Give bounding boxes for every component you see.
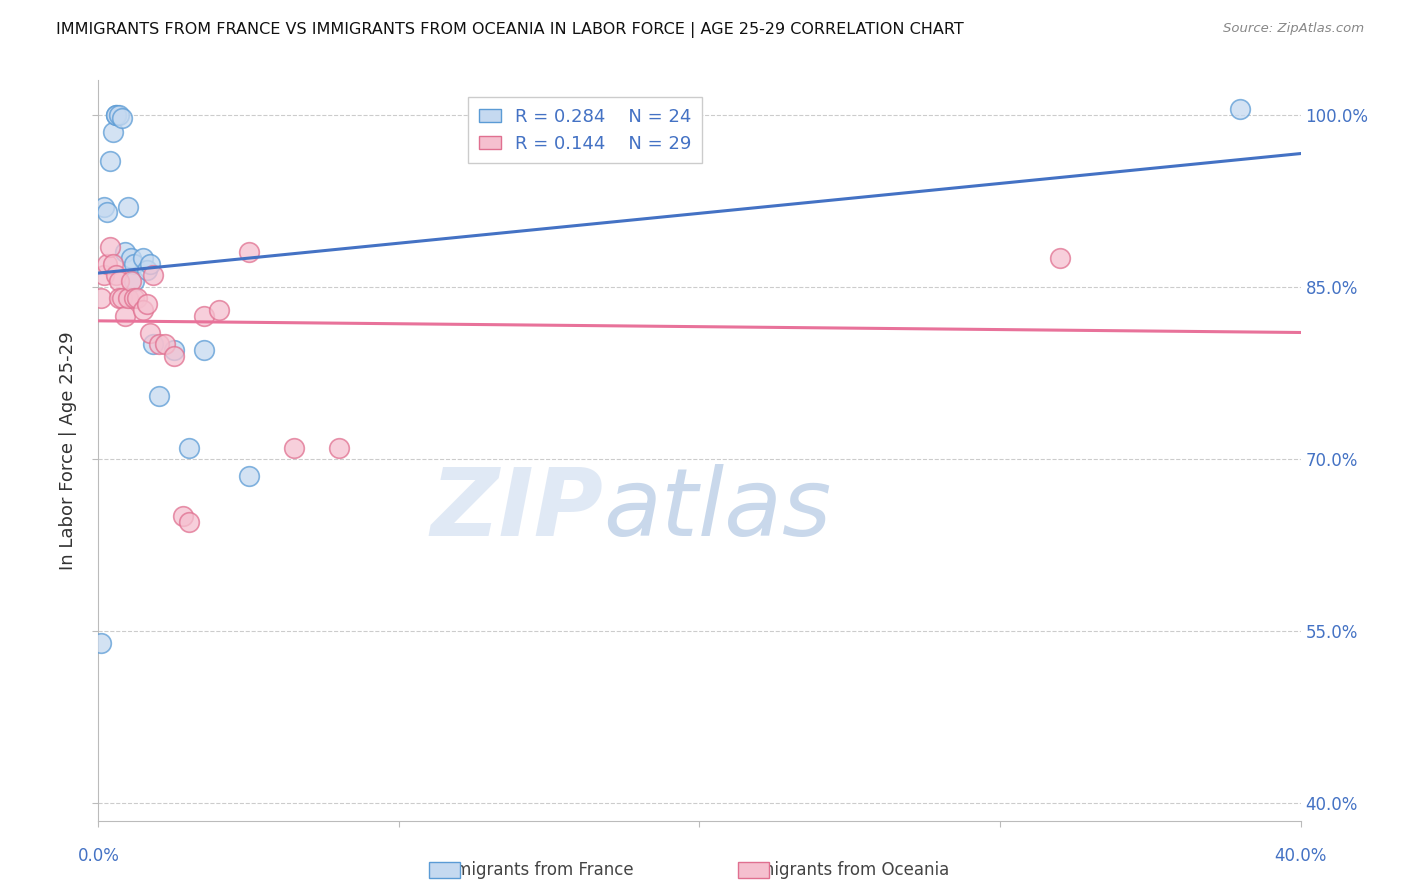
Point	[100, 240, 122, 254]
Point	[90, 291, 112, 305]
Point	[328, 441, 350, 455]
Text: IMMIGRANTS FROM FRANCE VS IMMIGRANTS FROM OCEANIA IN LABOR FORCE | AGE 25-29 COR: IMMIGRANTS FROM FRANCE VS IMMIGRANTS FRO…	[56, 22, 965, 38]
Point	[96, 257, 118, 271]
Point	[135, 262, 157, 277]
Point	[105, 108, 128, 122]
Point	[238, 469, 260, 483]
Point	[132, 251, 155, 265]
Point	[121, 274, 143, 288]
Point	[108, 291, 131, 305]
Text: 0.0%: 0.0%	[77, 847, 120, 865]
Point	[193, 309, 215, 323]
Point	[121, 251, 143, 265]
Point	[117, 291, 139, 305]
Text: 40.0%: 40.0%	[1274, 847, 1327, 865]
Text: ZIP: ZIP	[430, 464, 603, 556]
Point	[172, 509, 194, 524]
Point	[108, 108, 131, 122]
Point	[105, 268, 128, 283]
Point	[117, 200, 139, 214]
Point	[124, 291, 146, 305]
Point	[1049, 251, 1071, 265]
Point	[100, 153, 122, 168]
Point	[208, 302, 231, 317]
Point	[148, 389, 170, 403]
Point	[153, 337, 176, 351]
Point	[124, 274, 146, 288]
Point	[193, 343, 215, 357]
Point	[111, 291, 134, 305]
Point	[108, 274, 131, 288]
Legend: R = 0.284    N = 24, R = 0.144    N = 29: R = 0.284 N = 24, R = 0.144 N = 29	[468, 96, 702, 163]
Point	[177, 441, 200, 455]
Point	[105, 108, 128, 122]
Y-axis label: In Labor Force | Age 25-29: In Labor Force | Age 25-29	[59, 331, 77, 570]
Point	[138, 326, 160, 340]
Point	[103, 257, 125, 271]
Point	[90, 636, 112, 650]
Point	[177, 515, 200, 529]
Point	[148, 337, 170, 351]
Point	[111, 111, 134, 125]
Point	[93, 268, 115, 283]
Point	[124, 257, 146, 271]
Point	[114, 245, 136, 260]
Point	[135, 297, 157, 311]
Point	[162, 343, 184, 357]
Point	[283, 441, 305, 455]
Point	[96, 205, 118, 219]
Point	[162, 349, 184, 363]
Point	[238, 245, 260, 260]
Point	[141, 337, 163, 351]
Text: atlas: atlas	[603, 464, 831, 555]
Point	[141, 268, 163, 283]
Text: Source: ZipAtlas.com: Source: ZipAtlas.com	[1223, 22, 1364, 36]
Point	[138, 257, 160, 271]
Point	[114, 309, 136, 323]
Point	[93, 200, 115, 214]
Point	[1229, 102, 1251, 116]
Point	[103, 125, 125, 139]
Point	[132, 302, 155, 317]
Point	[127, 291, 149, 305]
Text: Immigrants from Oceania: Immigrants from Oceania	[738, 861, 949, 879]
Text: Immigrants from France: Immigrants from France	[434, 861, 634, 879]
